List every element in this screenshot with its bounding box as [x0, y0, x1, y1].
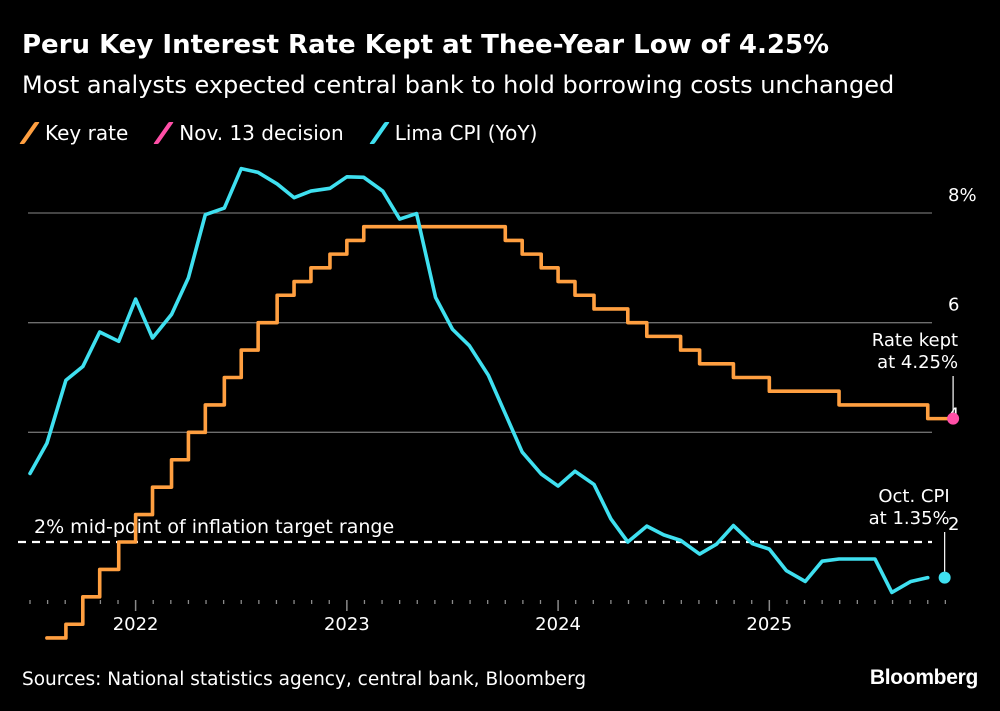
- x-tick-label-2025: 2025: [746, 614, 792, 635]
- legend-item-cpi: Lima CPI (YoY): [369, 121, 538, 145]
- y-tick-label-8: 8%: [948, 185, 977, 206]
- annotation-cpi-line-1: at 1.35%: [869, 508, 950, 529]
- annotation-rate-marker: [947, 412, 960, 425]
- legend: Key rate Nov. 13 decision Lima CPI (YoY): [19, 121, 565, 145]
- chart-title: Peru Key Interest Rate Kept at Thee-Year…: [22, 30, 830, 60]
- chart-subtitle: Most analysts expected central bank to h…: [22, 71, 895, 99]
- annotation-cpi-line-0: Oct. CPI: [878, 486, 949, 507]
- legend-label-cpi: Lima CPI (YoY): [394, 121, 538, 145]
- x-tick-label-2022: 2022: [113, 614, 159, 635]
- target-line-label: 2% mid-point of inflation target range: [34, 516, 394, 538]
- y-tick-label-6: 6: [948, 295, 959, 316]
- annotation-rate-line-1: at 4.25%: [877, 352, 958, 373]
- key-rate-line: [45, 224, 955, 640]
- source-note: Sources: National statistics agency, cen…: [22, 669, 587, 690]
- x-tick-label-2024: 2024: [535, 614, 581, 635]
- legend-label-key-rate: Key rate: [45, 121, 129, 145]
- legend-item-decision: Nov. 13 decision: [153, 121, 344, 145]
- legend-label-decision: Nov. 13 decision: [179, 121, 344, 145]
- cpi-line: [28, 166, 930, 595]
- y-tick-label-2: 2: [948, 514, 959, 535]
- annotation-rate-line-0: Rate kept: [872, 330, 958, 351]
- bloomberg-logo: Bloomberg: [869, 666, 978, 689]
- legend-item-key-rate: Key rate: [19, 121, 129, 145]
- x-tick-label-2023: 2023: [324, 614, 370, 635]
- annotation-cpi-marker: [938, 571, 951, 584]
